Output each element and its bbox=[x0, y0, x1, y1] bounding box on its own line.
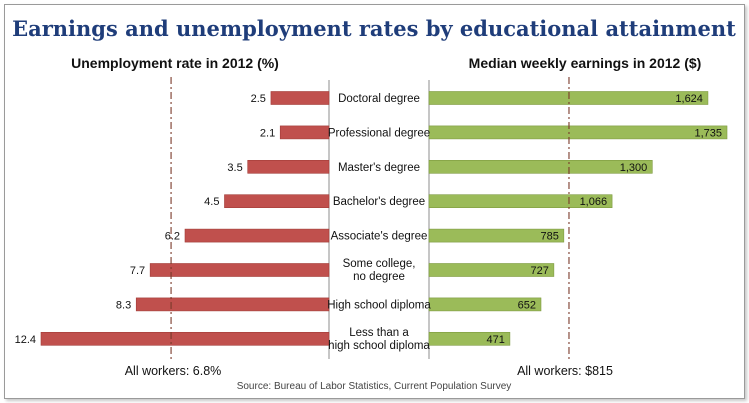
category-label: Associate's degree bbox=[331, 231, 428, 243]
chart-canvas: Earnings and unemployment rates by educa… bbox=[12, 16, 736, 392]
unemployment-value-label: 4.5 bbox=[204, 196, 219, 208]
category-label-line: Associate's degree bbox=[331, 231, 428, 243]
unemployment-value-label: 7.7 bbox=[130, 265, 145, 277]
earnings-value-label: 1,735 bbox=[694, 127, 722, 139]
earnings-value-label: 471 bbox=[487, 334, 505, 346]
right-panel-heading: Median weekly earnings in 2012 ($) bbox=[469, 55, 702, 71]
unemployment-bar bbox=[247, 160, 330, 174]
category-label-line: Master's degree bbox=[338, 162, 420, 174]
unemployment-bar bbox=[279, 125, 330, 140]
right-reference-label: All workers: $815 bbox=[517, 364, 613, 378]
earnings-value-label: 652 bbox=[518, 299, 536, 311]
earnings-value-label: 785 bbox=[540, 231, 558, 243]
earnings-bar bbox=[428, 160, 653, 174]
category-label: High school diploma bbox=[327, 299, 431, 311]
category-label-line: high school diploma bbox=[328, 340, 430, 352]
earnings-bar bbox=[428, 297, 542, 312]
category-label: Some college, no degree bbox=[343, 258, 416, 283]
category-label-line: Bachelor's degree bbox=[333, 196, 425, 208]
chart-frame: Earnings and unemployment rates by educa… bbox=[4, 4, 745, 399]
earnings-value-label: 1,300 bbox=[620, 162, 648, 174]
earnings-bar bbox=[428, 194, 613, 208]
unemployment-value-label: 3.5 bbox=[227, 162, 242, 174]
category-label: Doctoral degree bbox=[338, 93, 420, 105]
earnings-bar bbox=[428, 125, 728, 140]
source-note: Source: Bureau of Labor Statistics, Curr… bbox=[237, 381, 512, 392]
category-labels: Doctoral degree Professional degree Master… bbox=[327, 93, 431, 352]
earnings-value-label: 1,624 bbox=[675, 93, 703, 105]
category-label: Less than a high school diploma bbox=[328, 327, 430, 352]
unemployment-bar bbox=[40, 331, 330, 346]
unemployment-bar bbox=[149, 263, 330, 277]
unemployment-value-label: 8.3 bbox=[116, 299, 131, 311]
category-label-line: no degree bbox=[353, 271, 405, 283]
earnings-bar bbox=[428, 228, 565, 243]
category-label-line: Professional degree bbox=[328, 127, 430, 139]
earnings-bar bbox=[428, 331, 511, 346]
category-label: Master's degree bbox=[338, 162, 420, 174]
category-label: Bachelor's degree bbox=[333, 196, 425, 208]
earnings-value-label: 1,066 bbox=[580, 196, 608, 208]
chart-title: Earnings and unemployment rates by educa… bbox=[12, 16, 736, 41]
category-label: Professional degree bbox=[328, 127, 430, 139]
category-label-line: Doctoral degree bbox=[338, 93, 420, 105]
earnings-bars: 1,624 1,735 1,300 1,066 785 727 652 471 bbox=[428, 91, 728, 346]
unemployment-value-label: 12.4 bbox=[15, 334, 36, 346]
unemployment-bar bbox=[270, 91, 330, 105]
earnings-value-label: 727 bbox=[531, 265, 549, 277]
category-label-line: High school diploma bbox=[327, 299, 431, 311]
unemployment-value-label: 2.1 bbox=[260, 127, 275, 139]
unemployment-bar bbox=[135, 297, 330, 312]
unemployment-bar bbox=[184, 228, 330, 243]
unemployment-bars: 2.5 2.1 3.5 4.5 6.2 7.7 8.3 12.4 bbox=[15, 91, 330, 346]
category-label-line: Some college, bbox=[343, 258, 416, 270]
category-label-line: Less than a bbox=[349, 327, 409, 339]
left-reference-label: All workers: 6.8% bbox=[125, 364, 222, 378]
unemployment-value-label: 6.2 bbox=[165, 231, 180, 243]
reference-lines bbox=[170, 77, 570, 361]
earnings-bar bbox=[428, 263, 555, 277]
left-panel-heading: Unemployment rate in 2012 (%) bbox=[71, 55, 279, 71]
unemployment-value-label: 2.5 bbox=[251, 93, 266, 105]
unemployment-bar bbox=[224, 194, 330, 208]
